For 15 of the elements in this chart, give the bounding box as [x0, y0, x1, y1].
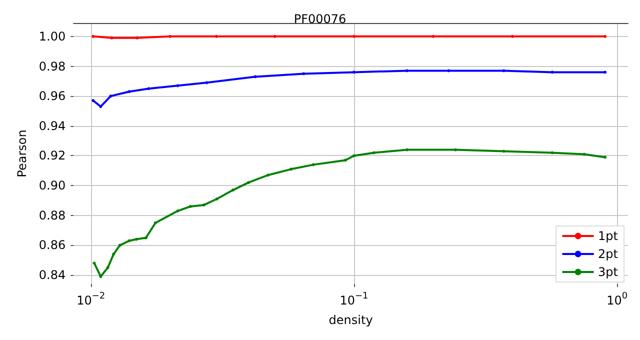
- y-tick-label: 0.90: [38, 178, 66, 193]
- y-tick-label: 0.84: [38, 268, 66, 282]
- y-tick-label: 0.92: [38, 148, 66, 163]
- y-tick-label: 0.88: [38, 208, 66, 222]
- x-axis-title: density: [328, 313, 373, 327]
- y-tick-label: 0.86: [38, 238, 66, 252]
- legend-label: 3pt: [598, 265, 618, 279]
- chart-title: PF00076: [294, 12, 346, 26]
- legend-label: 2pt: [598, 247, 618, 261]
- y-axis-title: Pearson: [15, 130, 29, 178]
- legend-label: 1pt: [598, 229, 618, 243]
- y-tick-label: 1.00: [38, 29, 66, 44]
- y-tick-label: 0.96: [38, 89, 66, 104]
- y-tick-label: 0.94: [38, 118, 66, 133]
- y-tick-label: 0.98: [38, 59, 66, 74]
